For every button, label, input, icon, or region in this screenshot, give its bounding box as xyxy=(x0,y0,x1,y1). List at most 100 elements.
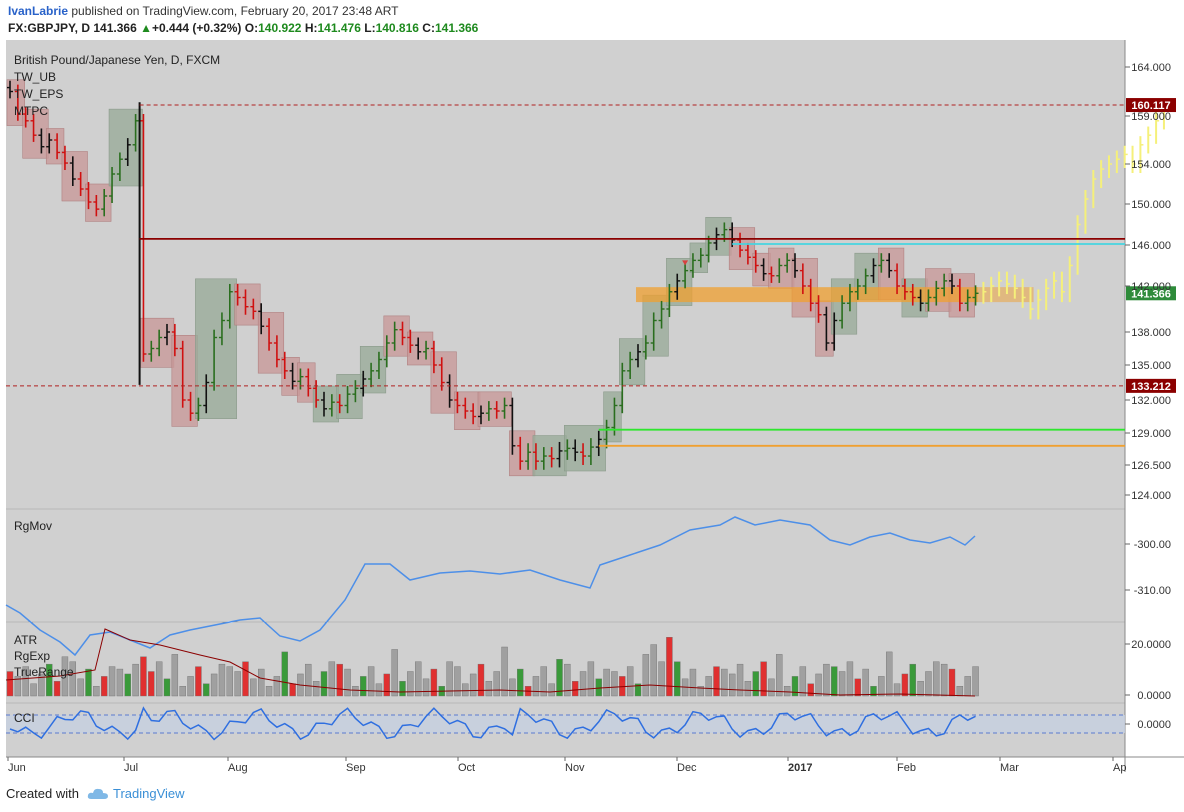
signal-box xyxy=(509,430,536,477)
atr-bar xyxy=(258,668,265,697)
atr-bar xyxy=(281,651,288,697)
tradingview-brand[interactable]: TradingView xyxy=(112,786,185,801)
price-tick-label: 129.000 xyxy=(1131,428,1171,440)
atr-bar xyxy=(234,671,241,697)
atr-bar xyxy=(901,673,909,697)
atr-bar xyxy=(666,637,673,697)
rgmov-label: RgMov xyxy=(14,519,52,533)
high-value: 141.476 xyxy=(317,21,361,35)
time-label-Aug: Aug xyxy=(228,762,248,774)
signal-box xyxy=(728,227,756,270)
atr-bar xyxy=(148,671,155,697)
atr-bar xyxy=(862,668,869,697)
time-label-Ap: Ap xyxy=(1113,762,1126,774)
atr-bar xyxy=(807,683,814,697)
atr-bar xyxy=(100,676,108,697)
atr-bar xyxy=(132,663,139,697)
atr-bar xyxy=(320,671,328,697)
atr-bar xyxy=(658,661,665,697)
resistance-zone-ext xyxy=(973,287,1034,303)
atr-bar xyxy=(815,673,822,697)
atr-bar xyxy=(336,663,343,697)
indicator-label-1: TW_UB xyxy=(14,70,56,84)
atr-bar xyxy=(195,666,202,697)
cci-band xyxy=(6,715,1125,733)
atr-bar xyxy=(430,668,438,697)
atr-bar xyxy=(933,661,940,697)
atr-bar xyxy=(948,668,956,697)
atr-bar xyxy=(22,666,29,697)
author-link[interactable]: IvanLabrie xyxy=(8,4,69,18)
atr-bar xyxy=(407,671,414,697)
price-badge-text-1: 141.366 xyxy=(1131,288,1171,300)
price-badge-text-0: 160.117 xyxy=(1131,100,1170,112)
atr-bar xyxy=(972,666,979,697)
atr-bar xyxy=(116,668,124,697)
price-tick-label: 126.500 xyxy=(1131,460,1171,472)
price-tick-label: 124.000 xyxy=(1131,490,1171,502)
atr-bar xyxy=(305,663,312,697)
atr-bar xyxy=(203,683,210,697)
price-tick-label: 132.000 xyxy=(1131,395,1171,407)
main-pane-title: British Pound/Japanese Yen, D, FXCM xyxy=(14,53,220,67)
signal-box xyxy=(85,183,112,222)
atr-bar xyxy=(77,678,84,697)
signal-box xyxy=(768,247,795,289)
atr-bar xyxy=(273,676,281,697)
indicator-label-2: TW_EPS xyxy=(14,87,63,101)
atr-line xyxy=(5,628,976,697)
signal-marker xyxy=(682,260,689,266)
atr-bar xyxy=(352,686,359,697)
resistance-zone xyxy=(636,287,978,303)
atr-bar xyxy=(454,666,461,697)
up-triangle-icon: ▲ xyxy=(140,21,152,35)
open-label: O: xyxy=(244,21,259,35)
low-value: 140.816 xyxy=(375,21,419,35)
atr-bar xyxy=(799,666,807,697)
atr-bar xyxy=(791,676,799,697)
atr-bar xyxy=(469,673,477,697)
atr-bar xyxy=(462,683,469,697)
atr-pane xyxy=(5,628,979,697)
level-lines: 160.117 141.366 133.212 xyxy=(6,98,1176,447)
signal-box xyxy=(477,391,512,427)
price-tick-label: 159.000 xyxy=(1131,111,1171,123)
atr-tick-label: 20.0000 xyxy=(1131,639,1171,651)
atr-bar xyxy=(289,683,296,697)
signal-box xyxy=(108,108,143,187)
atr-bar xyxy=(179,686,186,697)
close-label: C: xyxy=(422,21,435,35)
atr-bar xyxy=(367,666,375,697)
signal-box xyxy=(618,338,646,386)
atr-bar xyxy=(532,676,540,697)
close-value: 141.366 xyxy=(434,21,479,35)
atr-bar xyxy=(38,673,45,697)
atr-bar xyxy=(344,668,351,697)
signal-box xyxy=(359,345,387,394)
atr-bar xyxy=(917,681,924,697)
atr-bar xyxy=(383,673,390,697)
atr-bar xyxy=(956,686,964,697)
cci-pane xyxy=(6,706,1125,741)
signal-box xyxy=(830,278,858,335)
price-tick-label: 146.000 xyxy=(1131,240,1171,252)
atr-bar xyxy=(579,671,587,697)
signal-box xyxy=(171,334,198,427)
atr-bar xyxy=(485,681,493,697)
atr-bar xyxy=(964,676,971,697)
truerange-label: TrueRange xyxy=(14,665,74,679)
cci-label: CCI xyxy=(14,711,35,725)
time-label-Jul: Jul xyxy=(124,762,138,774)
atr-bar xyxy=(721,668,728,697)
atr-bar xyxy=(642,654,650,697)
price-tick-label: 138.000 xyxy=(1131,327,1171,339)
signal-box xyxy=(336,374,363,420)
atr-bar xyxy=(493,671,500,697)
published-text: published on TradingView.com, February 2… xyxy=(71,4,399,18)
atr-bar xyxy=(831,666,838,697)
cci-line xyxy=(9,706,976,741)
chart-svg[interactable]: 160.117 141.366 133.212 164.000 159.000 154.… xyxy=(0,40,1184,784)
atr-bar xyxy=(14,676,22,697)
price-tick-label: 135.000 xyxy=(1131,360,1171,372)
indicator-label-3: MTPC xyxy=(14,104,48,118)
